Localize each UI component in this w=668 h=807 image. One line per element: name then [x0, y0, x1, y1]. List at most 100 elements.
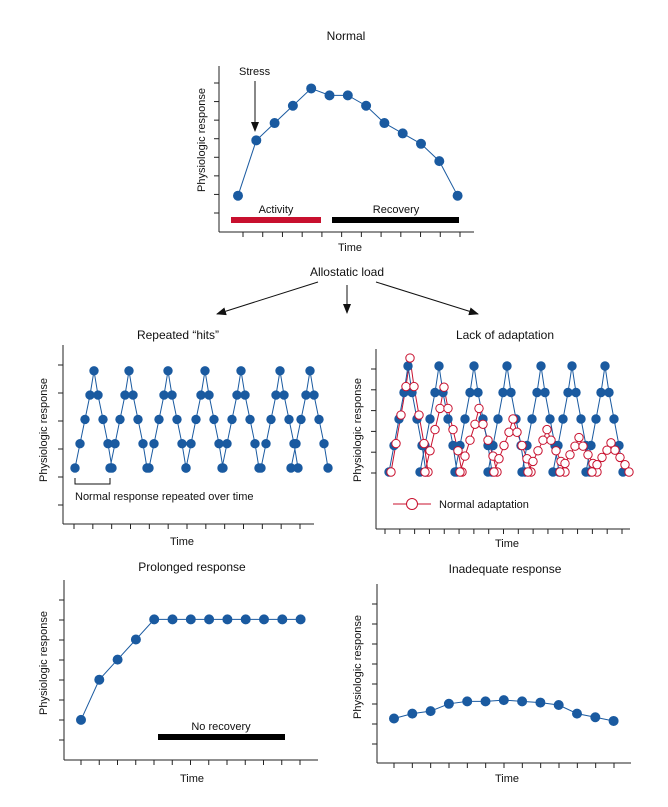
repeated-hits-xlabel: Time [170, 536, 194, 548]
repeated-hit-point [196, 390, 206, 400]
repeated-points [70, 366, 333, 473]
repeated-hit-point [240, 390, 250, 400]
inadequate-x-ticks [393, 763, 615, 768]
panel-prolonged-response: Prolonged response Physiologic response … [38, 560, 318, 785]
prolonged-y-ticks [59, 599, 64, 741]
normal-adaptation-point [453, 446, 463, 456]
normal-adaptation-point [386, 467, 396, 477]
repeated-hit-point [128, 390, 138, 400]
recovery-bar [332, 217, 459, 223]
legend-normal-adaptation: Normal adaptation [439, 499, 529, 511]
repeated-hit-point [245, 414, 255, 425]
lack-blue-point [502, 361, 512, 371]
repeated-hit-point [186, 439, 196, 449]
prolonged-xlabel: Time [180, 773, 204, 785]
inadequate-point [462, 696, 473, 707]
normal-adaptation-point [420, 467, 430, 477]
prolonged-point [149, 614, 160, 625]
repeated-hit-point [115, 414, 125, 425]
prolonged-title: Prolonged response [138, 560, 246, 574]
repeated-hit-point [250, 439, 260, 449]
inadequate-title: Inadequate response [449, 562, 562, 576]
lack-blue-point [403, 361, 413, 371]
normal-adaptation-point [460, 451, 470, 461]
repeated-hit-point [133, 414, 143, 425]
repeated-hit-point [70, 463, 80, 473]
normal-adaptation-point [546, 435, 556, 445]
repeated-hit-point [279, 390, 289, 400]
normal-adaptation-point [465, 435, 475, 445]
repeated-hit-point [309, 390, 319, 400]
normal-point [251, 135, 262, 146]
prolonged-line [80, 618, 301, 721]
prolonged-point [204, 614, 215, 625]
repeated-hit-point [124, 366, 134, 376]
normal-point [233, 190, 243, 201]
inadequate-point [590, 712, 601, 723]
lack-blue-point [604, 387, 614, 398]
lack-blue-point [473, 387, 483, 398]
normal-adaptation-point [533, 446, 543, 456]
repeated-hit-point [89, 366, 99, 376]
lack-blue-point [493, 414, 503, 424]
normal-adaptation-point [610, 445, 620, 455]
repeated-hit-point [105, 463, 115, 473]
repeated-hit-point [144, 463, 154, 473]
lack-blue-point [527, 414, 537, 424]
prolonged-ylabel: Physiologic response [38, 611, 50, 715]
repeated-hit-point [319, 439, 329, 449]
normal-adaptation-lines [390, 357, 630, 473]
normal-adaptation-point [494, 454, 504, 464]
repeated-hit-point [138, 439, 148, 449]
repeated-hit-point [275, 366, 285, 376]
normal-adaptation-point [425, 446, 435, 456]
normal-adaptation-point [538, 435, 548, 445]
recovery-label: Recovery [373, 204, 420, 216]
arrow-left [216, 281, 319, 316]
lack-blue-point [571, 387, 581, 398]
normal-adaptation-point [391, 438, 401, 449]
prolonged-point [130, 634, 141, 645]
normal-point [306, 83, 317, 94]
normal-adaptation-point [508, 414, 518, 424]
allostatic-load-group: Allostatic load [216, 265, 479, 316]
repeated-hit-point [232, 390, 242, 400]
prolonged-point [240, 614, 251, 625]
inadequate-point [480, 696, 491, 707]
normal-adaptation-point [455, 467, 465, 477]
repeated-hit-point [323, 463, 333, 473]
normal-adaptation-point [430, 424, 440, 435]
normal-y-ticks [214, 82, 219, 214]
lack-blue-point [596, 387, 606, 398]
normal-adaptation-point [624, 467, 634, 477]
inadequate-xlabel: Time [495, 773, 519, 785]
normal-adaptation-point [448, 424, 458, 435]
lack-x-ticks [384, 529, 623, 534]
normal-adaptation-point [409, 381, 419, 392]
repeated-hit-point [291, 439, 301, 449]
prolonged-point [76, 714, 86, 725]
lack-blue-point [576, 414, 586, 424]
normal-adaptation-point [396, 410, 406, 420]
normal-adaptation-point [443, 403, 453, 414]
normal-point [342, 90, 353, 101]
repeated-hit-point [204, 390, 214, 400]
normal-adaptation-point [578, 441, 588, 451]
prolonged-point [112, 654, 123, 665]
normal-adaptation-point [504, 427, 514, 437]
repeated-hit-point [93, 390, 103, 400]
prolonged-point [94, 674, 105, 685]
normal-adaptation-point [439, 382, 449, 392]
legend-marker [406, 498, 418, 510]
repeated-x-ticks [73, 524, 301, 529]
normal-ylabel: Physiologic response [196, 88, 208, 192]
lack-blue-point [545, 414, 555, 424]
activity-label: Activity [259, 204, 294, 216]
inadequate-point [443, 698, 454, 709]
stress-label: Stress [239, 66, 271, 78]
inadequate-y-ticks [372, 603, 377, 745]
repeated-hit-point [214, 439, 224, 449]
normal-adaptation-point [570, 441, 580, 451]
repeated-hit-point [85, 390, 95, 400]
normal-point [397, 128, 408, 139]
